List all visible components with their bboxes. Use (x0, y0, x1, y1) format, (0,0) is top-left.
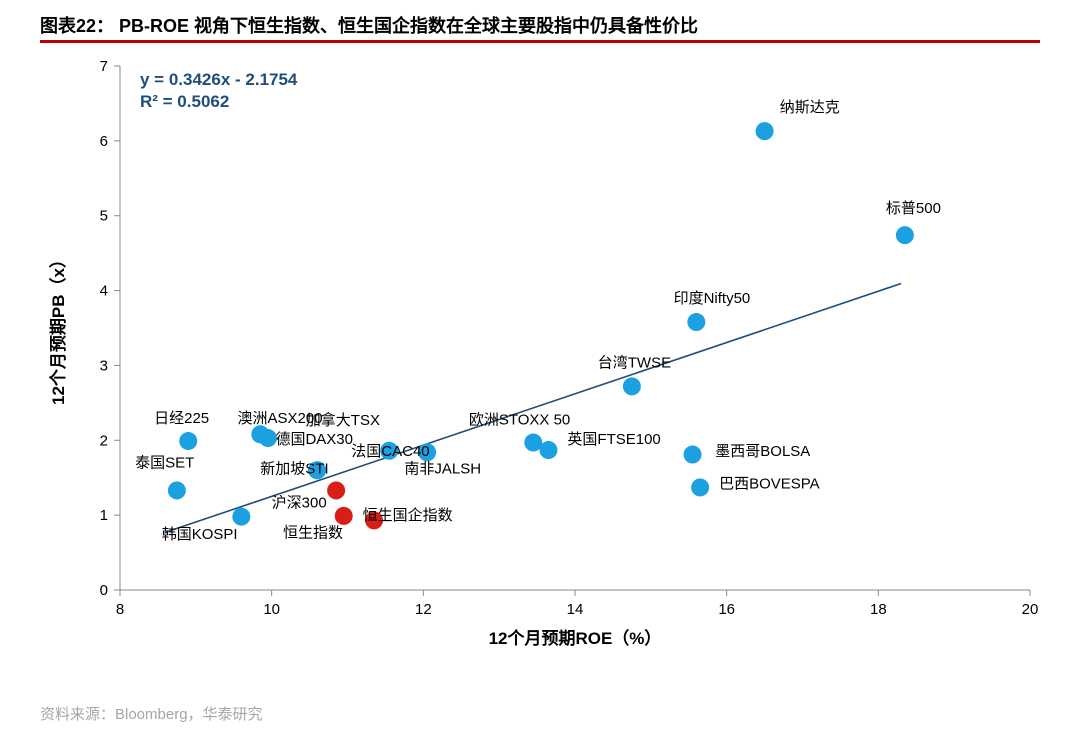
point-label: 新加坡STI (260, 461, 328, 478)
point-label: 日经225 (154, 410, 209, 427)
svg-text:0: 0 (100, 582, 108, 599)
point-label: 法国CAC40 (351, 443, 429, 460)
point-label: 南非JALSH (404, 461, 481, 478)
scatter-point (251, 425, 269, 443)
svg-text:5: 5 (100, 208, 108, 225)
point-label: 纳斯达克 (780, 99, 840, 116)
chart-area: 01234567810121416182012个月预期ROE（%）12个月预期P… (30, 50, 1050, 670)
scatter-point (687, 313, 705, 331)
svg-text:12: 12 (415, 601, 432, 618)
point-label: 泰国SET (135, 455, 194, 472)
scatter-point (623, 377, 641, 395)
point-label: 澳洲ASX200 (238, 410, 323, 427)
scatter-point (896, 226, 914, 244)
svg-text:7: 7 (100, 58, 108, 75)
scatter-chart: 01234567810121416182012个月预期ROE（%）12个月预期P… (30, 50, 1050, 670)
point-label: 恒生指数 (283, 524, 343, 541)
scatter-point (335, 507, 353, 525)
svg-text:20: 20 (1022, 601, 1039, 618)
point-label: 标普500 (886, 200, 941, 217)
point-label: 恒生国企指数 (363, 506, 453, 524)
point-label: 韩国KOSPI (162, 526, 238, 543)
svg-text:4: 4 (100, 283, 108, 300)
svg-text:18: 18 (870, 601, 887, 618)
svg-text:3: 3 (100, 357, 108, 374)
scatter-point (684, 446, 702, 464)
point-label: 印度Nifty50 (674, 290, 751, 307)
chart-title: 图表22： PB-ROE 视角下恒生指数、恒生国企指数在全球主要股指中仍具备性价… (40, 12, 1040, 38)
svg-text:2: 2 (100, 432, 108, 449)
point-label: 英国FTSE100 (567, 430, 660, 448)
scatter-point (756, 122, 774, 140)
scatter-point (524, 434, 542, 452)
svg-text:6: 6 (100, 133, 108, 150)
scatter-point (179, 432, 197, 450)
point-label: 墨西哥BOLSA (715, 443, 810, 460)
svg-text:14: 14 (567, 601, 584, 618)
svg-text:12个月预期ROE（%）: 12个月预期ROE（%） (489, 628, 662, 648)
scatter-point (327, 481, 345, 499)
scatter-point (232, 508, 250, 526)
svg-text:10: 10 (263, 601, 280, 618)
point-label: 巴西BOVESPA (719, 476, 820, 493)
point-label: 沪深300 (272, 494, 327, 511)
title-underline (40, 40, 1040, 43)
point-label: 欧洲STOXX 50 (469, 411, 570, 428)
svg-text:1: 1 (100, 507, 108, 524)
source-text: 资料来源：Bloomberg，华泰研究 (40, 703, 263, 724)
svg-text:y = 0.3426x - 2.1754: y = 0.3426x - 2.1754 (140, 70, 298, 89)
point-label: 德国DAX30 (275, 430, 353, 448)
svg-text:R² = 0.5062: R² = 0.5062 (140, 92, 229, 111)
scatter-point (691, 478, 709, 496)
svg-text:16: 16 (718, 601, 735, 618)
point-label: 台湾TWSE (598, 354, 671, 371)
svg-text:8: 8 (116, 601, 124, 618)
svg-text:12个月预期PB（x）: 12个月预期PB（x） (48, 251, 68, 405)
scatter-point (168, 481, 186, 499)
